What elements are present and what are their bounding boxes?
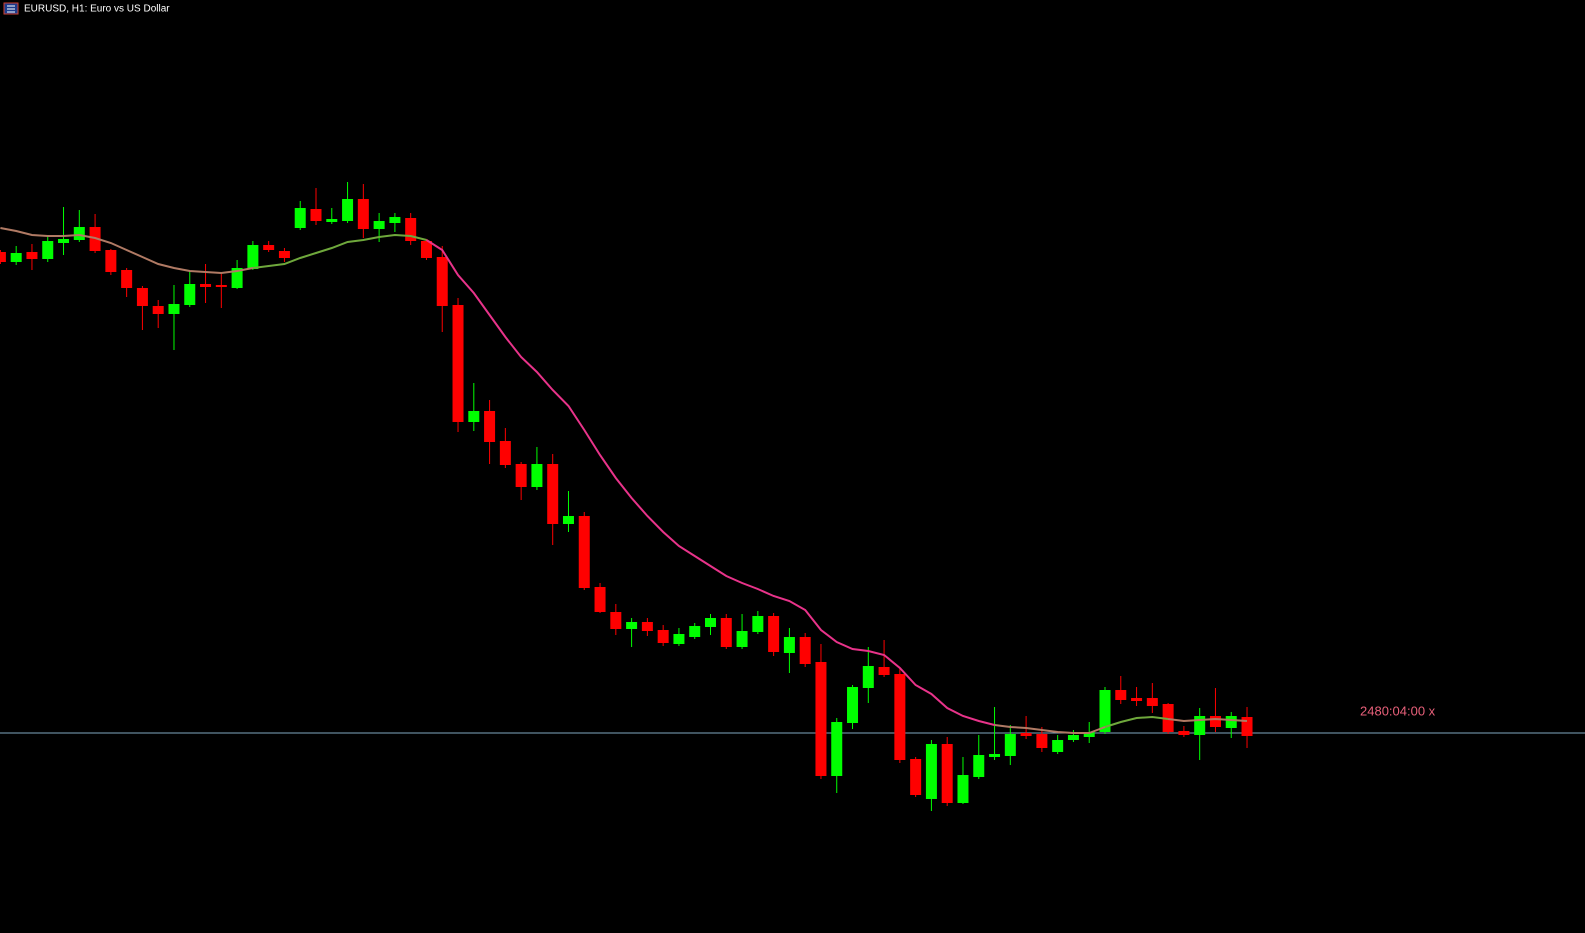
candle-body	[1020, 733, 1032, 736]
candle-body	[373, 221, 385, 229]
candle-body	[10, 253, 22, 262]
candle-body	[720, 618, 732, 647]
moving-average	[1104, 715, 1169, 728]
candle-body	[1067, 735, 1079, 740]
candle-body	[436, 257, 448, 306]
candle-body	[752, 616, 764, 632]
candle-body	[405, 218, 417, 241]
candle-body	[58, 239, 70, 243]
candle-body	[499, 441, 511, 465]
candle-body	[278, 251, 290, 258]
candle-body	[689, 626, 701, 637]
candle-body	[0, 252, 6, 262]
candle-body	[184, 284, 196, 305]
candle-body	[26, 252, 38, 259]
candle-body	[641, 622, 653, 631]
candle-body	[973, 755, 985, 777]
chart-title: EURUSD, H1: Euro vs US Dollar	[24, 4, 170, 15]
candle-body	[1209, 716, 1221, 727]
candle-body	[957, 775, 969, 803]
candle-body	[673, 634, 685, 644]
candle-body	[73, 227, 85, 240]
candle-body	[1194, 716, 1206, 735]
candle-body	[1004, 734, 1016, 756]
candle-body	[1083, 732, 1095, 737]
candle-body	[862, 666, 874, 688]
candle-body	[168, 304, 180, 314]
candle-body	[1099, 690, 1111, 732]
candle-body	[452, 305, 464, 422]
candle-body	[894, 674, 906, 760]
moving-average	[252, 233, 427, 269]
candle-body	[626, 622, 638, 629]
candle-body	[1178, 731, 1190, 735]
candle-body	[1241, 717, 1253, 736]
candle-body	[925, 744, 937, 799]
candle-body	[831, 722, 843, 776]
candle-body	[136, 288, 148, 306]
candle-body	[484, 411, 496, 442]
candle-body	[594, 587, 606, 612]
candle-body	[342, 199, 354, 221]
candle-body	[152, 306, 164, 314]
candle-body	[515, 464, 527, 487]
candle-body	[578, 516, 590, 588]
candle-body	[705, 618, 716, 627]
candle-body	[910, 759, 922, 795]
candle-body	[389, 217, 401, 223]
symbol-icon	[3, 2, 19, 15]
candle-body	[215, 285, 227, 287]
candle-body	[1036, 734, 1048, 748]
candle-body	[357, 199, 369, 229]
candle-body	[1131, 698, 1143, 701]
candle-body	[847, 687, 859, 723]
moving-average	[1167, 717, 1248, 723]
moving-average	[0, 227, 254, 275]
candle-body	[420, 241, 432, 258]
candle-body	[1225, 716, 1237, 728]
candle-body	[768, 616, 780, 652]
candle-body	[105, 250, 117, 272]
candle-body	[941, 744, 953, 803]
candle-body	[799, 637, 811, 664]
candle-body	[326, 219, 338, 222]
candle-body	[1115, 690, 1127, 700]
candle-body	[310, 209, 322, 221]
candle-body	[1052, 740, 1064, 752]
candle-body	[1146, 698, 1158, 706]
candle-body	[121, 270, 133, 288]
candle-body	[263, 245, 275, 250]
candle-body	[610, 612, 622, 629]
candle-body	[989, 754, 1001, 757]
candle-body	[815, 662, 827, 776]
candle-body	[736, 631, 748, 647]
candle-body	[231, 268, 243, 288]
candle-body	[562, 516, 574, 524]
timer-label: 2480:04:00 x	[1360, 703, 1436, 718]
candle-body	[468, 411, 480, 422]
candle-body	[878, 667, 890, 675]
candle-body	[657, 630, 669, 643]
candle-body	[547, 464, 559, 524]
moving-average	[994, 724, 1106, 734]
candle-body	[200, 284, 212, 287]
moving-average	[425, 239, 995, 726]
candle-body	[531, 464, 543, 487]
candle-body	[294, 208, 306, 228]
candle-body	[783, 637, 795, 653]
candle-body	[42, 241, 54, 259]
candle-body	[247, 245, 259, 269]
plot-area	[0, 182, 1585, 811]
